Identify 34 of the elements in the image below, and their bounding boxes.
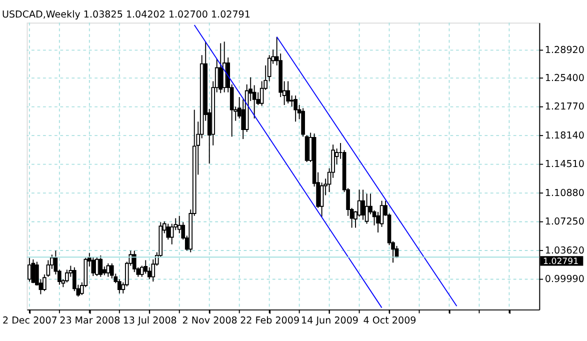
- x-tick-label: 2 Dec 2007: [2, 315, 58, 326]
- x-tick-label: 4 Oct 2009: [363, 315, 416, 326]
- candlestick: [320, 182, 324, 218]
- y-tick-label: 1.10880: [544, 188, 584, 199]
- chart-title: USDCAD,Weekly 1.03825 1.04202 1.02700 1.02791: [2, 9, 250, 20]
- candlestick: [132, 250, 136, 273]
- x-tick-label: 23 Mar 2008: [60, 315, 120, 326]
- x-tick-label: 14 Jun 2009: [301, 315, 358, 326]
- y-tick-label: 1.25400: [544, 72, 584, 84]
- candlestick: [65, 269, 69, 283]
- candlestick: [361, 189, 365, 220]
- y-tick-label: 1.18140: [544, 130, 584, 142]
- x-tick-label: 13 Jul 2008: [122, 315, 177, 326]
- candlestick: [166, 223, 170, 240]
- candlestick: [110, 262, 114, 279]
- candlestick: [286, 80, 290, 104]
- candlestick: [28, 257, 32, 282]
- y-tick-label: 1.14510: [544, 159, 584, 170]
- x-tick-label: 22 Feb 2009: [240, 315, 300, 326]
- y-tick-label: 0.99990: [544, 274, 584, 286]
- candlestick: [98, 254, 103, 278]
- y-tick-label: 1.21770: [544, 102, 584, 113]
- candlestick: [218, 42, 223, 94]
- ref-line-label: 1.02791: [543, 256, 579, 267]
- y-tick-label: 1.07250: [544, 216, 584, 228]
- y-tick-label: 1.03620: [544, 245, 584, 256]
- candlestick: [294, 95, 298, 122]
- candlestick: [91, 256, 96, 277]
- y-tick-label: 1.28920: [544, 45, 584, 56]
- candlestick: [31, 258, 36, 284]
- candlestick: [364, 193, 369, 224]
- candlestick: [95, 256, 99, 277]
- x-tick-label: 2 Nov 2008: [182, 315, 238, 326]
- candlestick: [106, 262, 110, 278]
